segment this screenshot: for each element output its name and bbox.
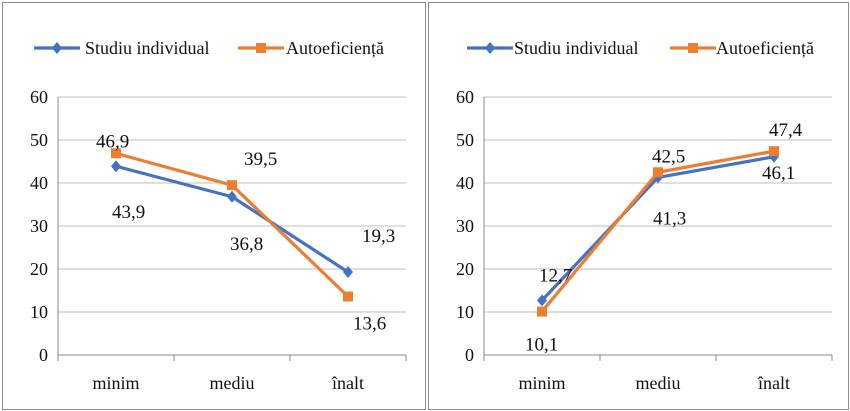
data-point-square — [537, 306, 547, 317]
data-point-diamond — [343, 266, 353, 279]
y-tick-label: 0 — [39, 345, 48, 365]
data-label: 13,6 — [353, 314, 386, 335]
legend-marker — [52, 42, 62, 54]
data-label: 47,4 — [769, 120, 803, 141]
legend-label: Autoeficiență — [286, 38, 384, 58]
x-tick-label: minim — [518, 373, 565, 393]
y-tick-label: 60 — [456, 87, 474, 107]
x-tick-label: înalt — [757, 373, 790, 393]
data-point-square — [343, 291, 353, 302]
legend-label: Studiu individual — [85, 38, 210, 58]
data-point-square — [653, 167, 663, 178]
legend-entry: Studiu individual — [34, 38, 210, 58]
chart-frame — [2, 2, 426, 410]
data-label: 46,9 — [96, 131, 129, 152]
y-tick-label: 40 — [456, 173, 474, 193]
data-label: 12,7 — [539, 265, 572, 286]
series-2: 46,9 39,5 13,6 — [96, 131, 386, 334]
x-tick-label: mediu — [636, 373, 681, 393]
y-tick-label: 40 — [30, 173, 48, 193]
legend-marker — [688, 43, 698, 53]
chart-frame — [428, 2, 849, 410]
legend-entry: Autoeficiență — [238, 38, 384, 58]
y-tick-label: 60 — [30, 87, 48, 107]
data-point-square — [111, 148, 121, 159]
chart-panel-2: 0 10 20 30 40 50 60 minim mediu înalt 12,7 41,3 46,1… — [428, 2, 849, 410]
y-tick-label: 20 — [456, 259, 474, 279]
y-tick-label: 20 — [30, 259, 48, 279]
x-tick-label: mediu — [210, 373, 255, 393]
data-label: 19,3 — [362, 226, 395, 247]
data-label: 42,5 — [652, 146, 685, 167]
data-point-diamond — [111, 160, 121, 173]
series-1: 12,7 41,3 46,1 — [537, 150, 795, 307]
data-point-square — [769, 146, 779, 157]
legend-entry: Studiu individual — [467, 38, 639, 58]
x-tick-label: minim — [92, 373, 139, 393]
y-tick-label: 50 — [30, 130, 48, 150]
data-label: 10,1 — [525, 335, 558, 356]
y-tick-label: 10 — [456, 302, 474, 322]
data-label: 41,3 — [653, 208, 686, 229]
legend-label: Studiu individual — [514, 38, 639, 58]
y-tick-label: 50 — [456, 130, 474, 150]
data-point-diamond — [537, 294, 547, 307]
legend-marker — [256, 43, 266, 53]
y-tick-label: 0 — [465, 345, 474, 365]
data-label: 36,8 — [230, 234, 263, 255]
y-tick-label: 10 — [30, 302, 48, 322]
data-point-diamond — [227, 190, 237, 203]
series-2: 10,1 42,5 47,4 — [525, 120, 803, 355]
y-tick-label: 30 — [456, 216, 474, 236]
series-1: 43,9 36,8 19,3 — [111, 160, 395, 279]
legend-label: Autoeficiență — [716, 38, 814, 58]
x-tick-label: înalt — [331, 373, 364, 393]
legend-marker — [485, 42, 495, 54]
legend-entry: Autoeficiență — [670, 38, 814, 58]
data-label: 46,1 — [762, 163, 795, 184]
data-point-square — [227, 180, 237, 191]
data-label: 43,9 — [112, 202, 145, 223]
chart-panel-1: 0 10 20 30 40 50 60 minim mediu înalt 43,9 36,8 19,3… — [2, 2, 426, 410]
y-tick-label: 30 — [30, 216, 48, 236]
data-label: 39,5 — [244, 149, 277, 170]
